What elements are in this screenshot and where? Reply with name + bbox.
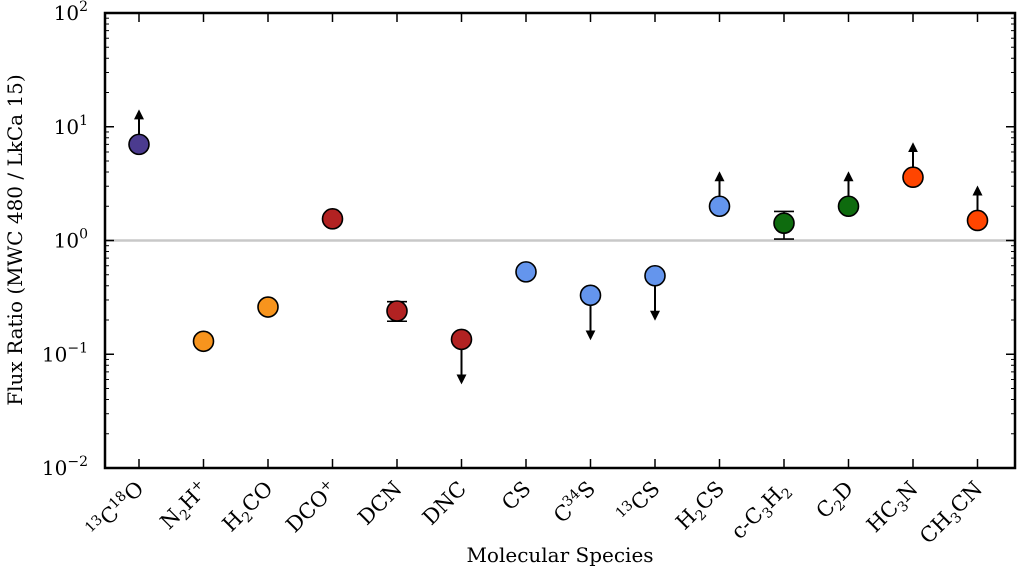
data-point	[321, 208, 344, 230]
x-tick-label: N2H+	[155, 476, 216, 537]
data-point	[515, 261, 537, 283]
y-tick-label: 102	[54, 0, 88, 25]
data-point	[966, 209, 989, 232]
data-point	[644, 264, 666, 287]
x-tick-label: H2CS	[671, 477, 732, 538]
x-tick-label: 13C18O	[82, 476, 148, 542]
y-tick-label: 10−2	[42, 454, 88, 480]
plot-area	[105, 109, 1015, 385]
y-axis-ticks: 10−2 10−1 100 101 102	[42, 0, 1015, 480]
x-tick-label: DCO+	[281, 476, 342, 537]
data-point	[386, 300, 408, 322]
x-tick-label: CH3CN	[915, 477, 990, 552]
data-point	[773, 212, 795, 234]
x-tick-label: DCN	[353, 477, 406, 530]
x-tick-label: c-C3H2	[726, 477, 796, 547]
data-point	[902, 166, 924, 189]
data-point	[837, 195, 860, 218]
data-point	[128, 133, 150, 156]
x-tick-label: DNC	[418, 477, 471, 530]
y-tick-label: 100	[54, 227, 88, 253]
data-point	[192, 330, 215, 353]
y-axis-title: Flux Ratio (MWC 480 / LkCa 15)	[3, 74, 27, 405]
data-point	[708, 195, 731, 218]
x-axis-title: Molecular Species	[466, 543, 653, 567]
x-tick-label: 13CS	[613, 476, 665, 528]
data-point	[579, 284, 602, 307]
x-tick-label: CS	[497, 477, 536, 516]
x-tick-label: H2CO	[218, 477, 281, 540]
x-tick-label: C34S	[548, 476, 600, 528]
data-point	[450, 328, 473, 351]
data-point	[257, 296, 279, 318]
y-tick-label: 10−1	[42, 340, 88, 366]
x-tick-label: C2D	[811, 477, 860, 526]
y-tick-label: 101	[54, 113, 88, 139]
